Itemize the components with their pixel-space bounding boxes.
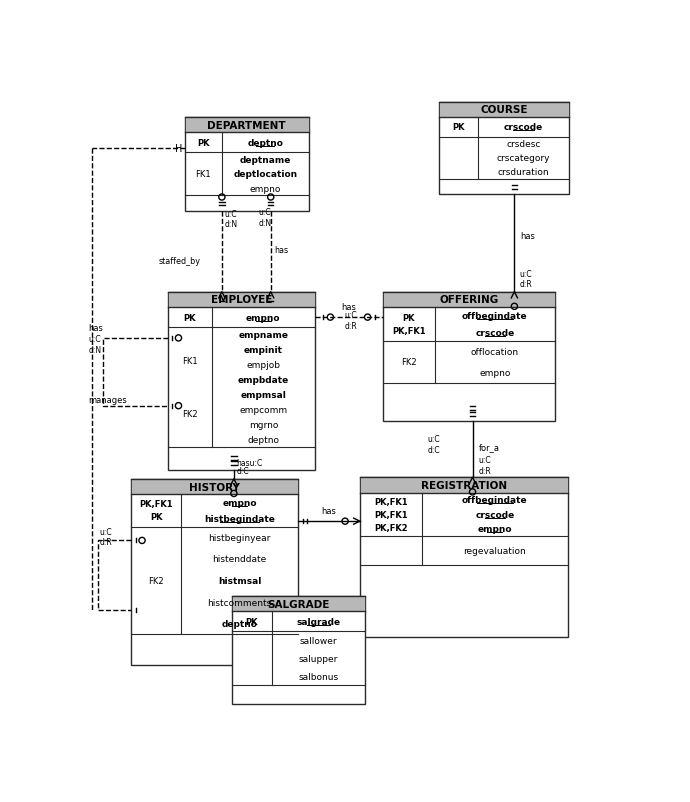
Bar [359, 478, 567, 638]
Bar [383, 293, 555, 308]
Text: EMPLOYEE: EMPLOYEE [210, 295, 272, 305]
Text: crscode: crscode [504, 124, 543, 132]
Text: FK2: FK2 [148, 577, 164, 585]
Text: DEPARTMENT: DEPARTMENT [208, 120, 286, 131]
Text: empno: empno [477, 525, 512, 533]
Text: histbegindate: histbegindate [204, 514, 275, 524]
Text: regevaluation: regevaluation [464, 546, 526, 555]
Text: histcomments: histcomments [208, 597, 272, 607]
Text: SALGRADE: SALGRADE [268, 599, 330, 609]
Text: offlocation: offlocation [471, 347, 519, 356]
Text: has: has [275, 245, 288, 254]
Text: PK: PK [197, 139, 210, 148]
Text: salgrade: salgrade [297, 617, 341, 626]
Text: PK: PK [184, 314, 196, 322]
Text: deptlocation: deptlocation [233, 170, 297, 179]
Text: histmsal: histmsal [218, 577, 262, 585]
Text: PK: PK [246, 617, 258, 626]
Text: deptname: deptname [239, 156, 291, 165]
Text: has: has [88, 323, 104, 332]
Bar [232, 596, 365, 704]
Bar [185, 118, 308, 133]
Bar [232, 596, 365, 611]
Text: empinit: empinit [244, 346, 283, 354]
Text: staffed_by: staffed_by [158, 257, 200, 266]
Text: deptno: deptno [247, 435, 279, 444]
Text: PK: PK [452, 124, 464, 132]
Text: histenddate: histenddate [213, 555, 266, 564]
Text: crsdesc: crsdesc [506, 140, 541, 149]
Bar [359, 478, 567, 493]
Text: crscode: crscode [475, 510, 515, 519]
Text: FK1



FK2: FK1 FK2 [182, 357, 197, 419]
Text: COURSE: COURSE [480, 105, 528, 115]
Text: PK,FK1
PK,FK1
PK,FK2: PK,FK1 PK,FK1 PK,FK2 [374, 497, 408, 533]
Text: crscode: crscode [475, 329, 515, 338]
Bar [131, 480, 298, 666]
Text: has: has [322, 507, 336, 516]
Text: PK
PK,FK1: PK PK,FK1 [392, 314, 426, 336]
Text: deptno: deptno [221, 619, 257, 628]
Text: hasu:C: hasu:C [236, 459, 262, 468]
Bar [185, 118, 308, 212]
Text: salupper: salupper [299, 654, 338, 663]
Text: HISTORY: HISTORY [189, 482, 240, 492]
Text: d:C: d:C [236, 466, 249, 475]
Text: empmsal: empmsal [240, 391, 286, 399]
Bar [131, 480, 298, 495]
Bar [439, 103, 569, 118]
Text: deptno: deptno [247, 139, 283, 148]
Text: PK,FK1
PK: PK,FK1 PK [139, 500, 173, 522]
Text: u:C
d:R: u:C d:R [344, 311, 357, 330]
Bar [439, 103, 569, 195]
Text: has: has [342, 302, 357, 311]
Text: u:C
d:R: u:C d:R [520, 269, 533, 289]
Text: u:C
d:N: u:C d:N [88, 335, 101, 354]
Text: sallower: sallower [299, 636, 337, 645]
Bar [383, 293, 555, 422]
Text: empname: empname [238, 330, 288, 340]
Text: mgrno: mgrno [248, 421, 278, 430]
Text: empjob: empjob [246, 361, 280, 370]
Bar [168, 293, 315, 471]
Text: for_a: for_a [479, 443, 500, 452]
Text: u:C
d:N: u:C d:N [258, 208, 271, 228]
Text: REGISTRATION: REGISTRATION [421, 480, 506, 490]
Text: FK2: FK2 [401, 358, 417, 367]
Text: offbegindate: offbegindate [462, 496, 528, 504]
Text: crscategory: crscategory [497, 154, 550, 163]
Text: H: H [175, 144, 182, 153]
Text: FK1: FK1 [195, 170, 211, 179]
Text: has: has [520, 232, 535, 241]
Text: offbegindate: offbegindate [462, 312, 528, 321]
Text: empno: empno [250, 184, 281, 193]
Text: empno: empno [246, 314, 281, 322]
Text: u:C
d:N: u:C d:N [224, 209, 237, 229]
Text: empno: empno [222, 498, 257, 507]
Bar [168, 293, 315, 308]
Text: salbonus: salbonus [299, 672, 339, 681]
Text: u:C
d:C: u:C d:C [428, 435, 440, 454]
Text: u:C
d:R: u:C d:R [479, 456, 491, 475]
Text: empno: empno [480, 368, 511, 377]
Text: empcomm: empcomm [239, 406, 288, 415]
Text: crsduration: crsduration [497, 168, 549, 177]
Text: manages: manages [88, 395, 128, 404]
Text: empbdate: empbdate [238, 375, 289, 385]
Text: u:C
d:R: u:C d:R [99, 527, 112, 547]
Text: histbeginyear: histbeginyear [208, 533, 270, 542]
Text: OFFERING: OFFERING [440, 295, 499, 305]
